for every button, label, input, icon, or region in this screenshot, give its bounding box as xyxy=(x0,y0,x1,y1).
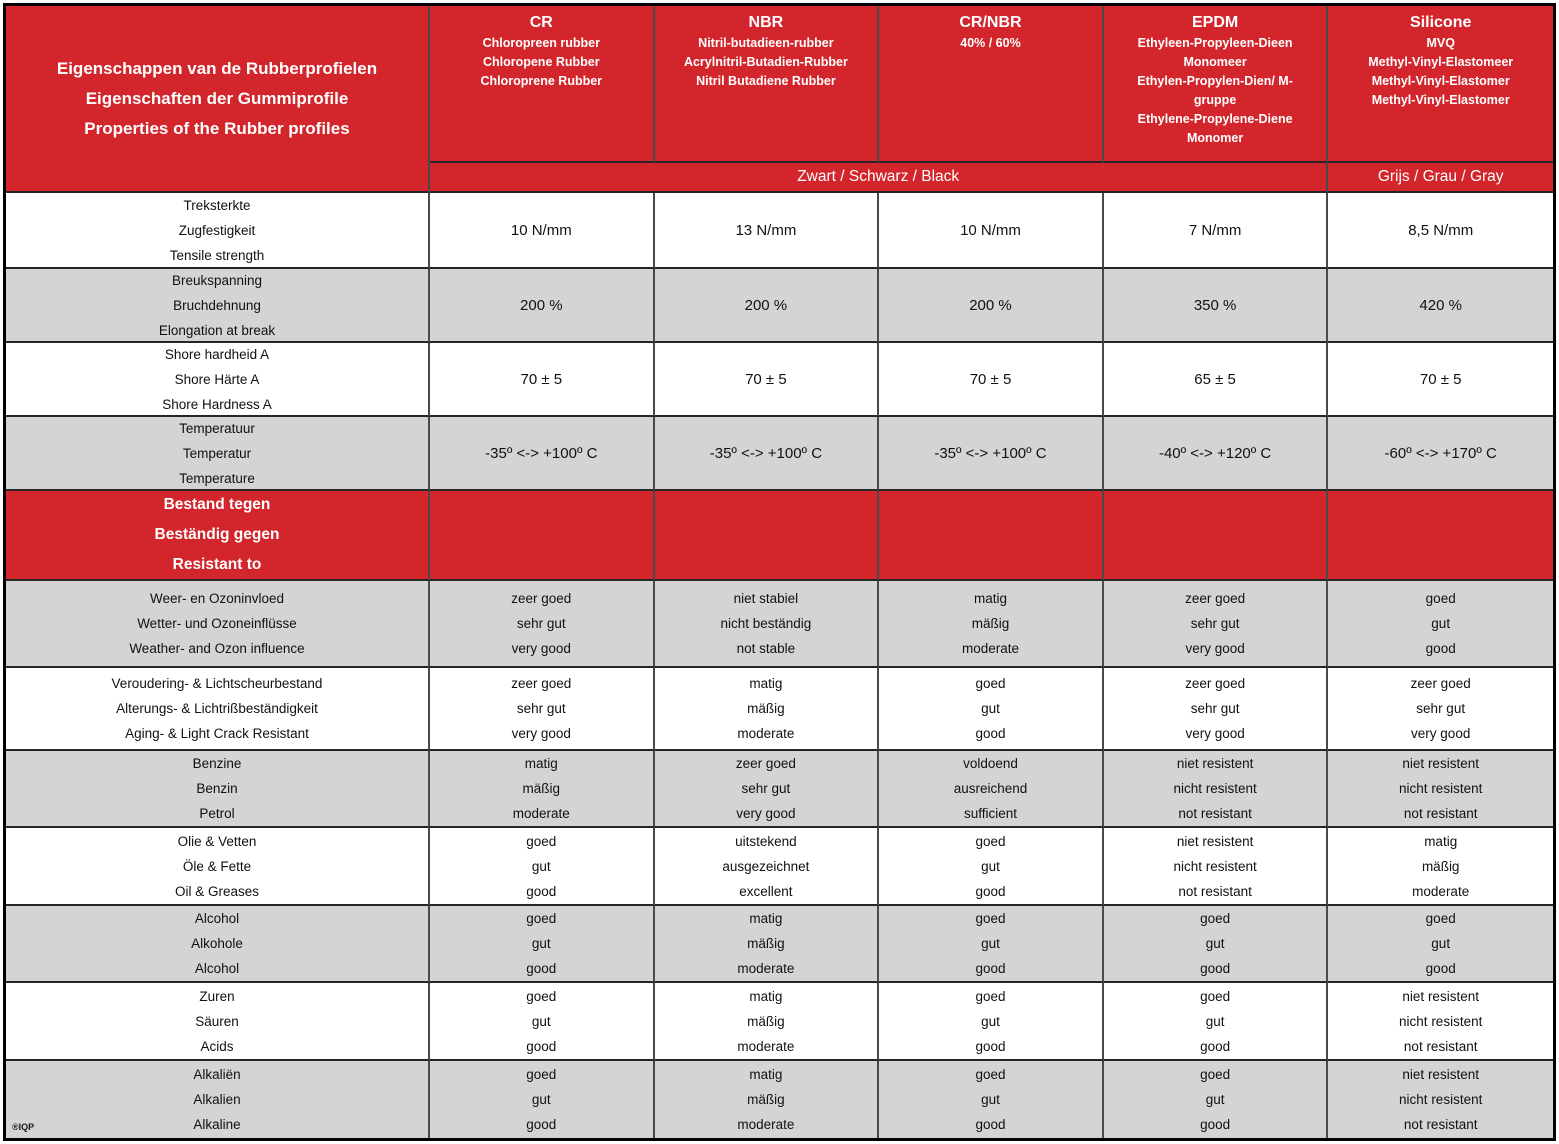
value-cell: matig mäßig moderate xyxy=(430,751,655,828)
value-cell: 70 ± 5 xyxy=(654,343,880,417)
column-header-epdm: EPDM Ethyleen-Propyleen-Dieen Monomeer E… xyxy=(1103,6,1329,163)
value-cell: niet resistent nicht resistent not resis… xyxy=(1328,751,1553,828)
rubber-properties-sheet: Eigenschappen van de Rubberprofielen Eig… xyxy=(3,3,1556,1141)
value-cell: niet resistent nicht resistent not resis… xyxy=(1103,828,1329,906)
column-subtitle: Chloropreen rubber Chloropene Rubber Chl… xyxy=(480,36,603,88)
value-cell: goed gut good xyxy=(1328,906,1553,983)
section-header-spacer xyxy=(1103,491,1329,581)
value-cell: goed gut good xyxy=(430,1061,655,1138)
value-cell: -60º <-> +170º C xyxy=(1328,417,1553,491)
value-cell: 8,5 N/mm xyxy=(1328,193,1553,269)
row-label-petrol: Benzine Benzin Petrol xyxy=(6,751,430,828)
value-cell: 65 ± 5 xyxy=(1103,343,1329,417)
value-cell: 350 % xyxy=(1103,269,1329,343)
value-cell: -35º <-> +100º C xyxy=(654,417,880,491)
column-header-silicone: Silicone MVQ Methyl-Vinyl-Elastomeer Met… xyxy=(1328,6,1553,163)
value-cell: 70 ± 5 xyxy=(879,343,1104,417)
column-header-cr-nbr: CR/NBR 40% / 60% xyxy=(879,6,1104,163)
row-label-temperature: Temperatuur Temperatur Temperature xyxy=(6,417,430,491)
column-name: NBR xyxy=(748,14,784,31)
value-cell: 70 ± 5 xyxy=(430,343,655,417)
value-cell: goed gut good xyxy=(1103,1061,1329,1138)
column-name: CR xyxy=(529,14,553,31)
value-cell: 420 % xyxy=(1328,269,1553,343)
value-cell: niet resistent nicht resistent not resis… xyxy=(1328,983,1553,1061)
column-name: CR/NBR xyxy=(959,14,1022,31)
column-name: EPDM xyxy=(1191,14,1239,31)
row-label-aging-light-crack: Veroudering- & Lichtscheurbestand Alteru… xyxy=(6,668,430,751)
section-header-spacer xyxy=(430,491,655,581)
value-cell: goed gut good xyxy=(879,828,1104,906)
value-cell: niet resistent nicht resistent not resis… xyxy=(1328,1061,1553,1138)
value-cell: 70 ± 5 xyxy=(1328,343,1553,417)
iqp-watermark: ®IQP xyxy=(12,1122,35,1132)
value-cell: goed gut good xyxy=(1103,983,1329,1061)
value-cell: voldoend ausreichend sufficient xyxy=(879,751,1104,828)
value-cell: goed gut good xyxy=(1328,581,1553,668)
row-label-elongation: Breukspanning Bruchdehnung Elongation at… xyxy=(6,269,430,343)
value-cell: uitstekend ausgezeichnet excellent xyxy=(654,828,880,906)
column-subtitle: MVQ Methyl-Vinyl-Elastomeer Methyl-Vinyl… xyxy=(1368,36,1514,107)
value-cell: goed gut good xyxy=(430,828,655,906)
value-cell: 10 N/mm xyxy=(430,193,655,269)
value-cell: -35º <-> +100º C xyxy=(879,417,1104,491)
value-cell: zeer goed sehr gut very good xyxy=(654,751,880,828)
row-label-oil-greases: Olie & Vetten Öle & Fette Oil & Greases xyxy=(6,828,430,906)
table-title: Eigenschappen van de Rubberprofielen Eig… xyxy=(6,6,430,193)
value-cell: matig mäßig moderate xyxy=(879,581,1104,668)
value-cell: zeer goed sehr gut very good xyxy=(1103,581,1329,668)
value-cell: goed gut good xyxy=(879,983,1104,1061)
column-header-nbr: NBR Nitril-butadieen-rubber Acrylnitril-… xyxy=(654,6,880,163)
value-cell: goed gut good xyxy=(879,906,1104,983)
row-label-alkaline: Alkaliën Alkalien Alkaline xyxy=(6,1061,430,1138)
value-cell: zeer goed sehr gut very good xyxy=(1328,668,1553,751)
value-cell: goed gut good xyxy=(879,668,1104,751)
value-cell: matig mäßig moderate xyxy=(654,983,880,1061)
row-label-alcohol: Alcohol Alkohole Alcohol xyxy=(6,906,430,983)
value-cell: -40º <-> +120º C xyxy=(1103,417,1329,491)
row-label-shore-hardness: Shore hardheid A Shore Härte A Shore Har… xyxy=(6,343,430,417)
value-cell: zeer goed sehr gut very good xyxy=(430,581,655,668)
value-cell: 7 N/mm xyxy=(1103,193,1329,269)
value-cell: goed gut good xyxy=(430,983,655,1061)
value-cell: goed gut good xyxy=(430,906,655,983)
value-cell: matig mäßig moderate xyxy=(1328,828,1553,906)
color-band-black: Zwart / Schwarz / Black xyxy=(430,163,1329,193)
section-header-spacer xyxy=(654,491,880,581)
value-cell: matig mäßig moderate xyxy=(654,906,880,983)
column-subtitle: Nitril-butadieen-rubber Acrylnitril-Buta… xyxy=(683,36,848,88)
value-cell: goed gut good xyxy=(1103,906,1329,983)
value-cell: goed gut good xyxy=(879,1061,1104,1138)
column-name: Silicone xyxy=(1410,14,1472,31)
section-header-resistant-to: Bestand tegen Beständig gegen Resistant … xyxy=(6,491,430,581)
column-subtitle: 40% / 60% xyxy=(960,36,1021,50)
rubber-properties-table: Eigenschappen van de Rubberprofielen Eig… xyxy=(6,6,1553,1138)
column-header-cr: CR Chloropreen rubber Chloropene Rubber … xyxy=(430,6,655,163)
value-cell: matig mäßig moderate xyxy=(654,1061,880,1138)
value-cell: zeer goed sehr gut very good xyxy=(1103,668,1329,751)
value-cell: niet stabiel nicht beständig not stable xyxy=(654,581,880,668)
column-subtitle: Ethyleen-Propyleen-Dieen Monomeer Ethyle… xyxy=(1137,36,1293,145)
row-label-tensile-strength: Treksterkte Zugfestigkeit Tensile streng… xyxy=(6,193,430,269)
section-header-spacer xyxy=(879,491,1104,581)
value-cell: 13 N/mm xyxy=(654,193,880,269)
row-label-acids: Zuren Säuren Acids xyxy=(6,983,430,1061)
value-cell: 200 % xyxy=(879,269,1104,343)
section-header-spacer xyxy=(1328,491,1553,581)
value-cell: -35º <-> +100º C xyxy=(430,417,655,491)
value-cell: niet resistent nicht resistent not resis… xyxy=(1103,751,1329,828)
color-band-gray: Grijs / Grau / Gray xyxy=(1328,163,1553,193)
value-cell: 200 % xyxy=(430,269,655,343)
value-cell: matig mäßig moderate xyxy=(654,668,880,751)
value-cell: 10 N/mm xyxy=(879,193,1104,269)
value-cell: 200 % xyxy=(654,269,880,343)
value-cell: zeer goed sehr gut very good xyxy=(430,668,655,751)
row-label-weather-ozone: Weer- en Ozoninvloed Wetter- und Ozonein… xyxy=(6,581,430,668)
